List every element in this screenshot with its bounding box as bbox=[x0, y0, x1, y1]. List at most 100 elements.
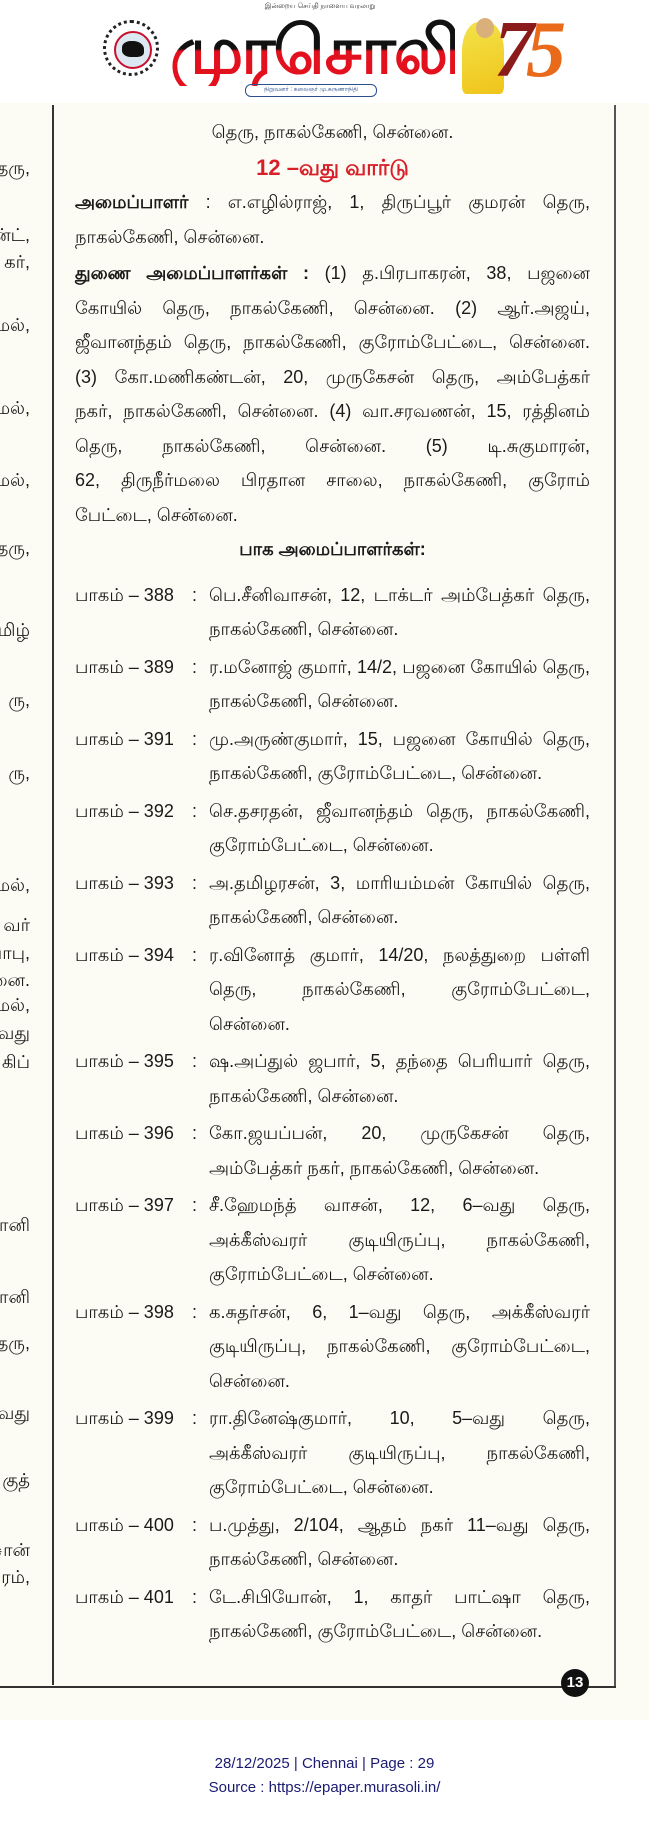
text-line: அக்கீஸ்வரர் குடியிருப்பு, நாகல்கேணி, bbox=[209, 1229, 590, 1250]
emblem-circle bbox=[114, 31, 152, 69]
text-line: தெரு, நாகல்கேணி, சென்னை. (5) டி.சுகுமாரன… bbox=[75, 435, 590, 456]
separator-colon: : bbox=[192, 656, 198, 677]
clipped-text-fragment: தரு, bbox=[0, 538, 30, 558]
booth-entry: பாகம் – 393: அ.தமிழரசன், 3, மாரியம்மன் கோ… bbox=[75, 866, 590, 935]
text-line: நாகல்கேணி, குரோம்பேட்டை, சென்னை. bbox=[209, 1621, 543, 1641]
booth-entry: பாகம் – 388: பெ.சீனிவாசன், 12, டாக்டர் அம… bbox=[75, 578, 590, 647]
text-line: அமைப்பாளர் : எ.எழில்ராஜ், 1, திருப்பூர் … bbox=[75, 192, 590, 212]
deputies-label: துணை அமைப்பாளர்கள் : bbox=[75, 263, 309, 283]
booth-organizer-address: டே.சிபியோன், 1, காதர் பாட்ஷா தெரு, நாகல்க… bbox=[209, 1580, 590, 1649]
booth-organizer-address: மு.அருண்குமார், 15, பஜனை கோயில் தெரு, நாக… bbox=[209, 722, 590, 791]
booth-organizer-address: ப.முத்து, 2/104, ஆதம் நகர் 11–வது தெரு, ந… bbox=[209, 1508, 590, 1577]
text-line: அம்பேத்கர் நகர், நாகல்கேணி, சென்னை. bbox=[209, 1157, 540, 1178]
clipped-text-fragment: ரம், bbox=[1, 1567, 30, 1587]
text-line: டே.சிபியோன், 1, காதர் பாட்ஷா தெரு, bbox=[209, 1586, 590, 1607]
footer-date-line: 28/12/2025 | Chennai | Page : 29 bbox=[214, 1755, 435, 1772]
booth-label: பாகம் – 392 bbox=[75, 800, 174, 821]
separator-colon: : bbox=[192, 1586, 198, 1607]
clipped-text-fragment: மல், bbox=[0, 470, 30, 490]
text-line: ஜீவானந்தம் தெரு, நாகல்கேணி, குரோம்பேட்டை… bbox=[75, 332, 590, 352]
booth-label: பாகம் – 397 bbox=[75, 1195, 174, 1215]
page-border-bottom bbox=[0, 1686, 616, 1688]
text-line: ரா.தினேஷ்குமார், 10, 5–வது தெரு, bbox=[209, 1408, 590, 1428]
booth-organizer-address: க.சுதர்சன், 6, 1–வது தெரு, அக்கீஸ்வரர் கு… bbox=[209, 1295, 590, 1399]
text-line: (3) கோ.மணிகண்டன், 20, முருகேசன் தெரு, அம… bbox=[75, 366, 590, 387]
clipped-text-fragment: தரு, bbox=[0, 1333, 30, 1353]
text-line: ப.முத்து, 2/104, ஆதம் நகர் 11–வது தெரு, bbox=[209, 1514, 590, 1535]
text-line: 62, திருநீர்மலை பிரதான சாலை, நாகல்கேணி, … bbox=[75, 470, 590, 490]
bull-icon bbox=[122, 41, 144, 57]
booth-label: பாகம் – 399 bbox=[75, 1408, 174, 1428]
cut-off-line: தெரு, நாகல்கேணி, சென்னை. bbox=[211, 122, 454, 142]
text-line: நகர், நாகல்கேணி, சென்னை. (4) வா.சரவணன், … bbox=[75, 401, 590, 421]
booth-entry: பாகம் – 391: மு.அருண்குமார், 15, பஜனை கோய… bbox=[75, 722, 590, 791]
separator-colon: : bbox=[192, 1408, 198, 1428]
separator-colon: : bbox=[192, 728, 198, 749]
booth-label: பாகம் – 396 bbox=[75, 1123, 174, 1143]
booth-label: பாகம் – 398 bbox=[75, 1301, 174, 1322]
booth-organizer-address: ர.வினோத் குமார், 14/20, நலத்துறை பள்ளி தெ… bbox=[209, 938, 590, 1042]
clipped-text-fragment: மல், bbox=[0, 875, 30, 895]
text-line: ர.மனோஜ் குமார், 14/2, பஜனை கோயில் தெரு, bbox=[209, 656, 590, 677]
booth-label: பாகம் – 401 bbox=[75, 1586, 174, 1607]
booth-label: பாகம் – 389 bbox=[75, 656, 174, 677]
text-line: நாகல்கேணி, சென்னை. bbox=[209, 619, 399, 639]
text-line: சென்னை. bbox=[209, 1013, 290, 1034]
text-line: கோ.ஜயப்பன், 20, முருகேசன் தெரு, bbox=[209, 1123, 590, 1143]
booth-organizer-address: செ.தசரதன், ஜீவானந்தம் தெரு, நாகல்கேணி, கு… bbox=[209, 794, 590, 863]
article-column: தெரு, நாகல்கேணி, சென்னை. 12 –வது வார்டு … bbox=[75, 111, 590, 1652]
text-line: பெ.சீனிவாசன், 12, டாக்டர் அம்பேத்கர் தெர… bbox=[209, 584, 590, 605]
text-line: அக்கீஸ்வரர் குடியிருப்பு, நாகல்கேணி, bbox=[209, 1442, 590, 1463]
booth-entry: பாகம் – 395: ஷ.அப்துல் ஜபார், 5, தந்தை பெ… bbox=[75, 1044, 590, 1113]
clipped-text-fragment: ானி bbox=[0, 1287, 30, 1307]
clipped-text-fragment: வர் bbox=[3, 915, 30, 935]
ward-heading: 12 –வது வார்டு bbox=[256, 155, 409, 180]
booth-list: பாகம் – 388: பெ.சீனிவாசன், 12, டாக்டர் அம… bbox=[75, 578, 590, 1649]
clipped-text-fragment: ான் bbox=[0, 1540, 30, 1560]
anniversary-75-logo: 75 bbox=[494, 6, 566, 94]
booth-entry: பாகம் – 399: ரா.தினேஷ்குமார், 10, 5–வது த… bbox=[75, 1401, 590, 1505]
clipped-text-fragment: பாபு, bbox=[0, 943, 30, 963]
text-line: நாகல்கேணி, சென்னை. bbox=[209, 1549, 399, 1569]
clipped-text-fragment: னை. bbox=[0, 970, 30, 990]
party-emblem-logo bbox=[103, 20, 159, 76]
footer-source-line: Source : https://epaper.murasoli.in/ bbox=[208, 1779, 441, 1796]
text-line: குரோம்பேட்டை, சென்னை. bbox=[209, 1477, 434, 1497]
organizer-label: அமைப்பாளர் bbox=[75, 192, 189, 212]
booth-organizer-address: அ.தமிழரசன், 3, மாரியம்மன் கோயில் தெரு, நா… bbox=[209, 866, 590, 935]
separator-colon: : bbox=[192, 944, 198, 965]
booth-organizer-address: ரா.தினேஷ்குமார், 10, 5–வது தெரு, அக்கீஸ்வ… bbox=[209, 1401, 590, 1505]
booth-label: பாகம் – 400 bbox=[75, 1514, 174, 1535]
logo-subtitle: நிறுவனர் : கலைஞர் மு.கருணாநிதி bbox=[245, 84, 377, 97]
text-line: ஷ.அப்துல் ஜபார், 5, தந்தை பெரியார் தெரு, bbox=[209, 1051, 590, 1071]
text-line: க.சுதர்சன், 6, 1–வது தெரு, அக்கீஸ்வரர் bbox=[209, 1301, 590, 1322]
clipped-text-fragment: தரு, bbox=[0, 158, 30, 178]
clipped-text-fragment: கிப் bbox=[1, 1052, 30, 1072]
clipped-text-fragment: குத் bbox=[2, 1470, 30, 1490]
separator-colon: : bbox=[192, 1123, 198, 1143]
text-line: பேட்டை, சென்னை. bbox=[75, 504, 238, 525]
clipped-text-fragment: ன்ட், bbox=[0, 225, 30, 245]
clipped-text-fragment: ானி bbox=[0, 1215, 30, 1235]
text-line: அ.தமிழரசன், 3, மாரியம்மன் கோயில் தெரு, bbox=[209, 872, 590, 893]
text-line: சீ.ஹேமந்த் வாசன், 12, 6–வது தெரு, bbox=[209, 1195, 590, 1215]
text-line: கோயில் தெரு, நாகல்கேணி, சென்னை. (2) ஆர்.… bbox=[75, 297, 590, 318]
booth-entry: பாகம் – 398: க.சுதர்சன், 6, 1–வது தெரு, அ… bbox=[75, 1295, 590, 1399]
booth-organizer-address: ர.மனோஜ் குமார், 14/2, பஜனை கோயில் தெரு, ந… bbox=[209, 650, 590, 719]
booth-organizer-address: பெ.சீனிவாசன், 12, டாக்டர் அம்பேத்கர் தெர… bbox=[209, 578, 590, 647]
booth-label: பாகம் – 395 bbox=[75, 1051, 174, 1071]
booth-organizers-heading: பாக அமைப்பாளர்கள்: bbox=[239, 539, 426, 559]
newspaper-logo: முரசொலி bbox=[170, 14, 455, 86]
text-line: தெரு, நாகல்கேணி, குரோம்பேட்டை, bbox=[209, 979, 590, 999]
text-line: நாகல்கேணி, குரோம்பேட்டை, சென்னை. bbox=[209, 763, 543, 783]
booth-label: பாகம் – 394 bbox=[75, 944, 174, 965]
clipped-text-fragment: மல், bbox=[0, 398, 30, 418]
clipped-text-fragment: ரு, bbox=[8, 690, 30, 710]
text-line: குரோம்பேட்டை, சென்னை. bbox=[209, 835, 434, 855]
separator-colon: : bbox=[192, 1514, 198, 1535]
separator-colon: : bbox=[192, 1195, 198, 1215]
text-line: நாகல்கேணி, சென்னை. bbox=[209, 1085, 399, 1106]
founder-illustration-head bbox=[476, 18, 494, 38]
clipped-text-fragment: மல், bbox=[0, 995, 30, 1015]
booth-organizer-address: சீ.ஹேமந்த் வாசன், 12, 6–வது தெரு, அக்கீஸ்… bbox=[209, 1188, 590, 1292]
